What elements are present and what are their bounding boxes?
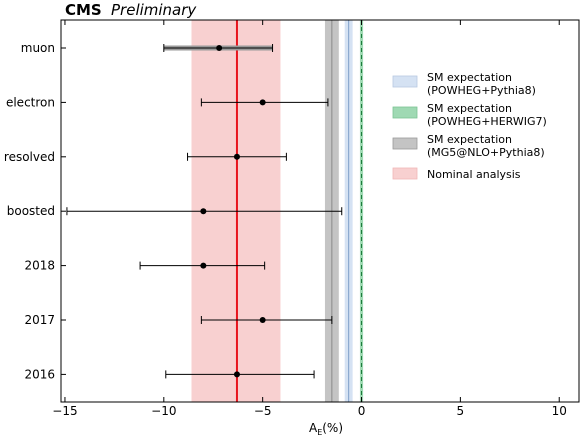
data-point [200, 262, 207, 269]
legend-item-1: SM expectation(POWHEG+Pythia8) [392, 71, 536, 97]
x-axis-label: AE(%) [309, 421, 343, 437]
measurement-2018 [139, 261, 266, 270]
chart-title: CMS [65, 1, 102, 19]
measurement-resolved [187, 152, 287, 161]
points-layer [66, 44, 343, 379]
y-category-label: boosted [7, 204, 55, 218]
measurement-2016 [165, 370, 315, 379]
chart-legend: SM expectation(POWHEG+Pythia8)SM expecta… [392, 71, 547, 181]
legend-item-3: SM expectation(MG5@NLO+Pythia8) [392, 133, 545, 159]
x-axis-label-subscript: E [317, 428, 322, 437]
plot-area: −15 −10 −5 0 5 10 muon electron resolved boosted… [4, 19, 580, 418]
legend-sublabel: (POWHEG+Pythia8) [427, 84, 536, 97]
x-tick-label: −10 [151, 404, 176, 418]
chart-subtitle: Preliminary [111, 1, 197, 19]
data-point [216, 45, 223, 51]
y-category-label: electron [6, 95, 55, 109]
legend-label: SM expectation [427, 102, 512, 115]
data-point [259, 99, 266, 106]
y-category-label: 2016 [24, 367, 55, 381]
measurement-muon [163, 44, 274, 52]
y-category-label: 2017 [24, 313, 55, 327]
legend-item-2: SM expectation(POWHEG+HERWIG7) [392, 102, 547, 128]
y-category-label: resolved [4, 150, 55, 164]
x-tick-label: 10 [552, 404, 567, 418]
x-axis-ticks: −15 −10 −5 0 5 10 [52, 20, 567, 418]
measurement-electron [200, 98, 329, 107]
x-tick-label: −15 [52, 404, 77, 418]
legend-sublabel: (MG5@NLO+Pythia8) [427, 146, 545, 159]
data-point [259, 317, 266, 323]
legend-label: SM expectation [427, 71, 512, 84]
x-tick-label: −5 [254, 404, 272, 418]
legend-swatch [392, 137, 418, 150]
legend-label: Nominal analysis [427, 168, 521, 181]
data-point [200, 208, 207, 215]
legend-sublabel: (POWHEG+HERWIG7) [427, 115, 547, 128]
legend-swatch [392, 106, 418, 119]
legend-swatch [392, 167, 418, 180]
data-point [233, 371, 240, 378]
legend-swatch [392, 75, 418, 88]
x-axis-label-unit: (%) [322, 421, 343, 435]
y-category-label: muon [21, 41, 55, 55]
measurement-2017 [200, 316, 333, 324]
y-category-label: 2018 [24, 259, 55, 273]
y-axis-labels: muon electron resolved boosted 2018 2017 2016 [4, 41, 66, 381]
x-tick-label: 5 [457, 404, 465, 418]
measurement-boosted [66, 207, 343, 216]
legend-item-4: Nominal analysis [392, 167, 521, 181]
legend-label: SM expectation [427, 133, 512, 146]
x-tick-label: 0 [358, 404, 366, 418]
data-point [233, 153, 240, 160]
